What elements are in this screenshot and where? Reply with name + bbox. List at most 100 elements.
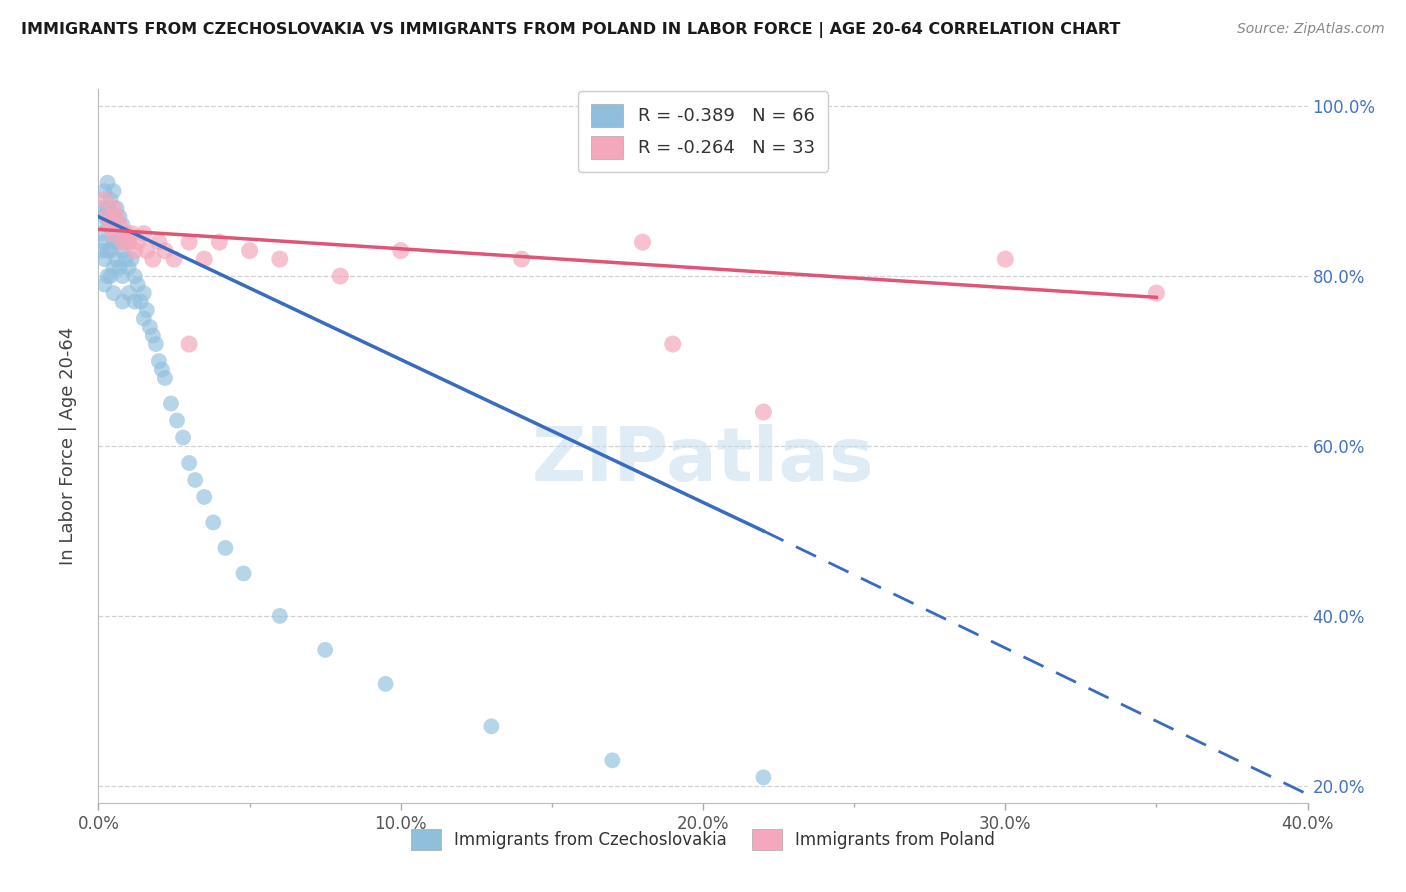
Point <box>179 456 201 470</box>
Point <box>314 643 336 657</box>
Point <box>202 516 225 530</box>
Point <box>103 184 125 198</box>
Point <box>132 286 155 301</box>
Point <box>752 405 775 419</box>
Point <box>121 227 143 241</box>
Point <box>602 753 624 767</box>
Point <box>374 677 396 691</box>
Point <box>100 269 122 284</box>
Point <box>1144 286 1167 301</box>
Point <box>124 269 146 284</box>
Point <box>103 201 125 215</box>
Point <box>127 235 149 249</box>
Point <box>139 320 162 334</box>
Point <box>481 719 503 733</box>
Point <box>103 235 125 249</box>
Point <box>96 210 118 224</box>
Point <box>179 235 201 249</box>
Point <box>329 269 352 284</box>
Point <box>239 244 262 258</box>
Point <box>96 269 118 284</box>
Point <box>127 277 149 292</box>
Point <box>163 252 186 266</box>
Point <box>111 218 134 232</box>
Point <box>100 244 122 258</box>
Text: Source: ZipAtlas.com: Source: ZipAtlas.com <box>1237 22 1385 37</box>
Point <box>108 260 131 275</box>
Point <box>129 294 152 309</box>
Point <box>208 235 231 249</box>
Point <box>114 227 136 241</box>
Point <box>118 235 141 249</box>
Point <box>105 210 128 224</box>
Point <box>166 413 188 427</box>
Point <box>103 260 125 275</box>
Point <box>93 184 115 198</box>
Point <box>111 294 134 309</box>
Y-axis label: In Labor Force | Age 20-64: In Labor Force | Age 20-64 <box>59 326 77 566</box>
Point <box>148 354 170 368</box>
Point <box>108 210 131 224</box>
Point <box>93 193 115 207</box>
Point <box>105 227 128 241</box>
Point <box>100 218 122 232</box>
Point <box>214 541 236 555</box>
Point <box>105 252 128 266</box>
Point <box>135 303 157 318</box>
Point <box>93 252 115 266</box>
Point <box>142 328 165 343</box>
Point <box>193 490 215 504</box>
Text: ZIPatlas: ZIPatlas <box>531 424 875 497</box>
Point <box>661 337 683 351</box>
Point <box>142 252 165 266</box>
Point <box>111 244 134 258</box>
Point <box>108 235 131 249</box>
Point <box>111 235 134 249</box>
Point <box>96 218 118 232</box>
Point <box>93 235 115 249</box>
Point <box>121 252 143 266</box>
Point <box>90 201 112 215</box>
Point <box>103 227 125 241</box>
Point <box>132 311 155 326</box>
Point <box>389 244 412 258</box>
Point <box>124 294 146 309</box>
Point <box>160 396 183 410</box>
Point <box>96 244 118 258</box>
Point <box>132 227 155 241</box>
Point <box>90 227 112 241</box>
Point <box>631 235 654 249</box>
Point <box>93 277 115 292</box>
Point <box>118 286 141 301</box>
Point <box>103 210 125 224</box>
Legend: Immigrants from Czechoslovakia, Immigrants from Poland: Immigrants from Czechoslovakia, Immigran… <box>402 821 1004 859</box>
Point <box>105 201 128 215</box>
Point <box>103 286 125 301</box>
Point <box>148 235 170 249</box>
Point <box>179 337 201 351</box>
Point <box>145 337 167 351</box>
Point <box>135 244 157 258</box>
Point <box>269 608 291 623</box>
Point <box>150 362 173 376</box>
Point <box>100 218 122 232</box>
Point <box>111 269 134 284</box>
Point <box>153 244 176 258</box>
Point <box>118 260 141 275</box>
Point <box>232 566 254 581</box>
Point <box>90 244 112 258</box>
Point <box>118 235 141 249</box>
Point <box>994 252 1017 266</box>
Point <box>96 201 118 215</box>
Point <box>752 770 775 784</box>
Point <box>510 252 533 266</box>
Point <box>184 473 207 487</box>
Point <box>153 371 176 385</box>
Point <box>114 252 136 266</box>
Point <box>124 244 146 258</box>
Point <box>269 252 291 266</box>
Point <box>96 176 118 190</box>
Point <box>93 210 115 224</box>
Point <box>172 430 194 444</box>
Point <box>100 193 122 207</box>
